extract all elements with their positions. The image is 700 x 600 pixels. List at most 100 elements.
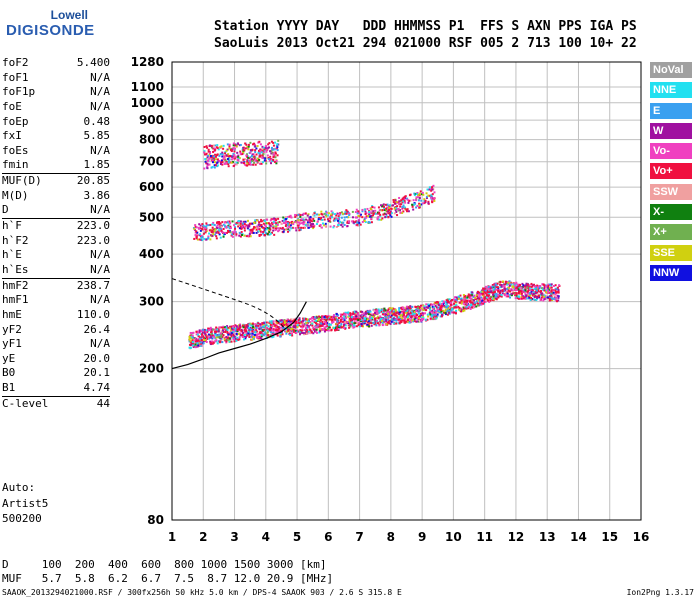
echo-dot: [414, 305, 417, 308]
echo-dot: [321, 315, 324, 318]
echo-dot: [277, 230, 280, 233]
echo-dot: [248, 163, 251, 166]
echo-dot: [440, 309, 443, 312]
echo-dot: [540, 292, 543, 295]
echo-dot: [508, 284, 511, 287]
echo-dot: [302, 212, 305, 215]
echo-dot: [228, 340, 231, 343]
echo-dot: [259, 326, 262, 329]
echo-dot: [249, 141, 252, 144]
echo-dot: [289, 329, 292, 332]
echo-dot: [258, 221, 261, 224]
echo-dot: [212, 228, 215, 231]
echo-dot: [216, 144, 219, 147]
echo-dot: [273, 148, 276, 151]
echo-dot: [442, 300, 445, 303]
echo-dot: [191, 344, 194, 347]
echo-dot: [335, 218, 338, 221]
echo-dot: [530, 291, 533, 294]
echo-dot: [226, 330, 229, 333]
echo-dot: [235, 233, 238, 236]
x-tick-label: 8: [387, 530, 395, 544]
echo-dot: [439, 307, 442, 310]
echo-dot: [259, 154, 262, 157]
echo-dot: [455, 296, 458, 299]
param-value: 20.85: [76, 174, 110, 188]
echo-dot: [263, 229, 266, 232]
echo-dot: [254, 145, 257, 148]
echo-dot: [373, 309, 376, 312]
echo-dot: [429, 308, 432, 311]
echo-dot: [480, 292, 483, 295]
echo-dot: [298, 219, 301, 222]
param-row: h`Es N/A: [2, 263, 110, 278]
echo-dot: [346, 210, 349, 213]
echo-dot: [221, 151, 224, 154]
echo-dot: [235, 163, 238, 166]
x-tick-label: 12: [508, 530, 525, 544]
echo-dot: [489, 290, 492, 293]
echo-dot: [273, 217, 276, 220]
echo-dot: [319, 330, 322, 333]
echo-dot: [287, 225, 290, 228]
echo-dot: [348, 321, 351, 324]
echo-dot: [320, 216, 323, 219]
echo-dot: [224, 221, 227, 224]
echo-dot: [478, 297, 481, 300]
echo-dot: [470, 304, 473, 307]
echo-dot: [221, 155, 224, 158]
echo-dot: [415, 308, 418, 311]
echo-dot: [335, 327, 338, 330]
echo-dot: [228, 147, 231, 150]
echo-dot: [371, 214, 374, 217]
echo-dot: [319, 316, 322, 319]
param-row: D N/A: [2, 203, 110, 218]
echo-dot: [270, 331, 273, 334]
echo-dot: [316, 213, 319, 216]
echo-dot: [287, 320, 290, 323]
echo-dot: [207, 154, 210, 157]
footer-version: Ion2Png 1.3.17: [626, 588, 694, 597]
echo-dot: [501, 292, 504, 295]
echo-dot: [261, 323, 264, 326]
echo-dot: [197, 339, 200, 342]
echo-dot: [231, 147, 234, 150]
echo-dot: [477, 299, 480, 302]
echo-dot: [325, 319, 328, 322]
echo-dot: [204, 153, 207, 156]
echo-dot: [244, 327, 247, 330]
echo-dot: [370, 316, 373, 319]
echo-dot: [557, 299, 560, 302]
echo-dot: [385, 213, 388, 216]
echo-dot: [478, 293, 481, 296]
echo-dot: [329, 318, 332, 321]
echo-dot: [373, 319, 376, 322]
echo-dot: [221, 153, 224, 156]
echo-dot: [213, 230, 216, 233]
echo-dot: [440, 303, 443, 306]
echo-dot: [213, 328, 216, 331]
echo-dot: [526, 290, 529, 293]
echo-dot: [194, 225, 197, 228]
echo-dot: [374, 323, 377, 326]
echo-dot: [242, 150, 245, 153]
echo-dot: [367, 318, 370, 321]
legend-item: SSE: [650, 244, 692, 261]
echo-dot: [199, 238, 202, 241]
param-value: 0.48: [83, 114, 111, 128]
echo-dot: [372, 315, 375, 318]
echo-dot: [409, 305, 412, 308]
echo-dot: [266, 218, 269, 221]
echo-dot: [410, 311, 413, 314]
echo-dot: [545, 291, 548, 294]
echo-dot: [268, 159, 271, 162]
echo-dot: [341, 316, 344, 319]
param-label: B1: [2, 381, 16, 395]
echo-dot: [393, 207, 396, 210]
echo-dot: [520, 287, 523, 290]
echo-dot: [253, 155, 256, 158]
echo-dot: [344, 210, 347, 213]
echo-dot: [312, 326, 315, 329]
echo-dot: [473, 294, 476, 297]
echo-dot: [290, 227, 293, 230]
